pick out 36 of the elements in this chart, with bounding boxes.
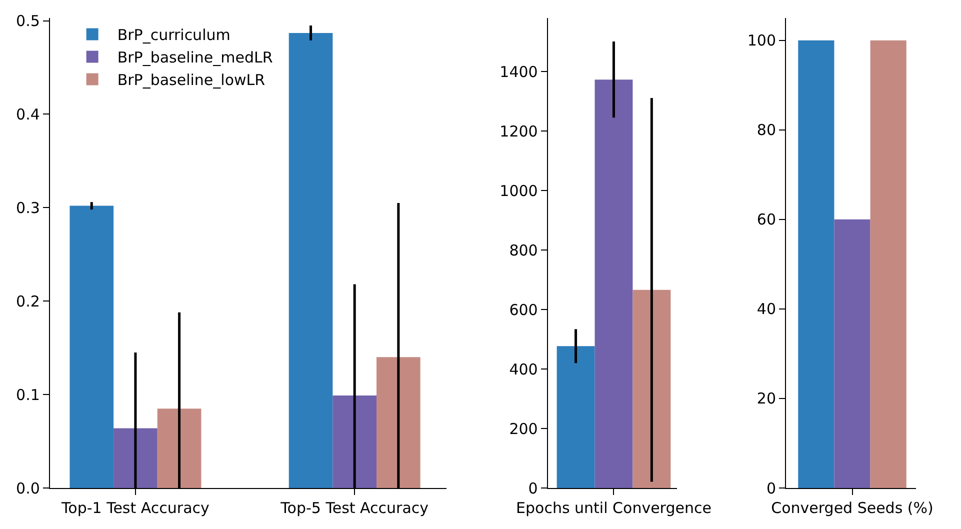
y-tick-label: 600 [509,300,538,319]
y-tick-label: 0.1 [16,386,40,404]
y-tick-label: 1000 [500,182,538,200]
y-tick-label: 0.5 [16,12,40,30]
y-tick-label: 60 [756,210,776,229]
y-tick-label: 20 [756,390,776,408]
bar [114,428,158,488]
y-tick-label: 200 [509,420,538,438]
bar [157,408,202,488]
legend-label: BrP_curriculum [117,26,230,44]
x-tick-label: Top-5 Test Accuracy [280,499,429,518]
y-tick-label: 0 [766,479,776,498]
bar [288,32,333,488]
bar [332,396,377,488]
y-tick-label: 100 [747,32,776,50]
bar [70,206,114,488]
y-tick-label: 0 [528,479,538,498]
x-tick-label: Converged Seeds (%) [771,499,934,518]
bar [556,346,595,488]
y-tick-label: 0.4 [16,105,40,124]
x-tick-label: Epochs until Convergence [516,499,712,518]
y-tick-label: 800 [509,241,538,260]
legend-label: BrP_baseline_lowLR [117,71,266,90]
y-tick-label: 80 [756,121,776,140]
bar [376,357,420,488]
x-tick-label: Top-1 Test Accuracy [60,499,210,518]
bar [594,80,633,488]
y-tick-label: 400 [509,360,538,378]
y-tick-label: 1200 [500,122,538,140]
y-tick-label: 1400 [500,62,538,81]
bar [632,290,671,488]
y-tick-label: 40 [756,300,776,318]
legend-label: BrP_baseline_medLR [117,48,273,67]
y-tick-label: 0.2 [16,292,40,310]
y-tick-label: 0.3 [16,198,40,217]
y-tick-label: 0.0 [16,479,40,498]
